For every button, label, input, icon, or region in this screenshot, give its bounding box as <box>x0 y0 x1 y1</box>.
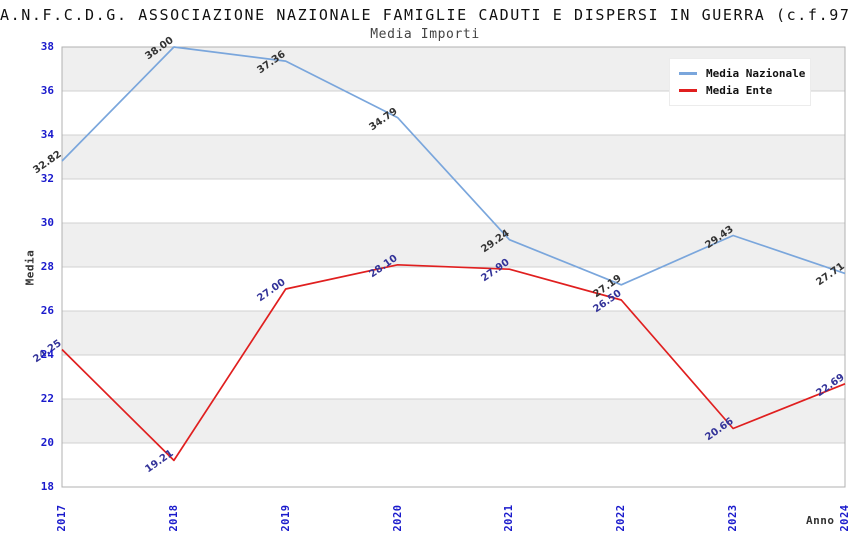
legend-item-media-nazionale: Media Nazionale <box>679 65 805 82</box>
legend-item-media-ente: Media Ente <box>679 82 801 99</box>
plot-frame <box>61 46 846 488</box>
x-tick-label: 2020 <box>391 504 404 532</box>
x-tick-label: 2022 <box>615 504 628 532</box>
chart-subtitle: Media Importi <box>370 27 480 42</box>
x-tick-label: 2021 <box>503 504 516 532</box>
x-tick-label: 2017 <box>56 504 68 532</box>
band-stripe <box>62 135 845 179</box>
x-tick-label: 2018 <box>167 504 180 532</box>
y-tick-label: 30 <box>40 216 54 229</box>
y-tick-label: 20 <box>40 436 54 449</box>
y-tick-label: 26 <box>40 304 54 317</box>
series-line-media-ente <box>61 263 846 462</box>
series-line-media-nazionale <box>61 46 846 286</box>
y-tick-label: 22 <box>40 392 54 405</box>
y-tick-label: 32 <box>40 172 54 185</box>
x-tick-label: 2019 <box>279 504 292 532</box>
y-tick-label: 38 <box>40 40 54 53</box>
band-stripe <box>62 311 845 355</box>
legend-label: Media Nazionale <box>706 67 806 80</box>
media-nazionale-line-swatch <box>679 72 697 75</box>
y-tick-label: 36 <box>40 84 54 97</box>
y-tick-label: 24 <box>40 348 54 361</box>
legend: Media Nazionale Media Ente <box>669 58 811 106</box>
x-axis-title: Anno <box>806 514 835 527</box>
band-stripe <box>62 223 845 267</box>
y-axis-title: Media <box>23 249 37 286</box>
y-tick-label: 18 <box>40 480 54 493</box>
legend-label: Media Ente <box>706 84 773 97</box>
chart-title: A.N.F.C.D.G. ASSOCIAZIONE NAZIONALE FAMI… <box>0 6 850 24</box>
media-ente-line-swatch <box>679 89 697 92</box>
x-tick-label: 2023 <box>727 504 740 532</box>
y-tick-label: 28 <box>40 260 54 273</box>
y-tick-label: 34 <box>40 128 54 141</box>
